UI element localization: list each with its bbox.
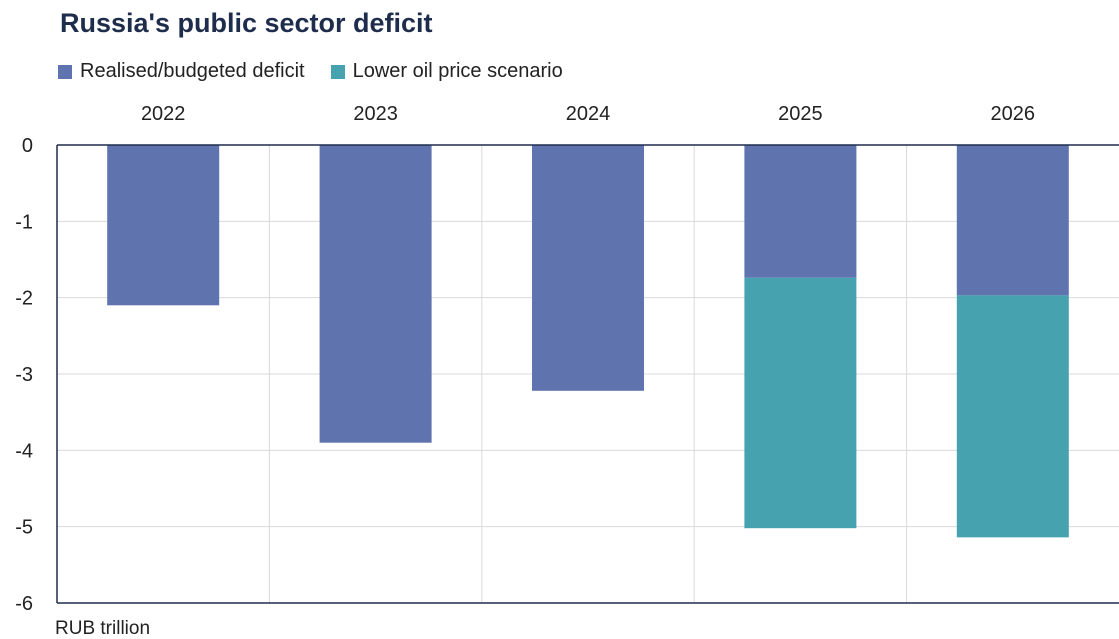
y-tick-label: -3	[15, 364, 33, 386]
axes: 0 -1 -2 -3 -4 -5 -6 2022 2023 2024 2025 2026	[15, 103, 1119, 615]
bar-lower-oil-2026	[956, 295, 1069, 538]
y-tick-label: -6	[15, 593, 33, 615]
x-tick-label: 2022	[141, 103, 186, 125]
y-tick-label: -2	[15, 288, 33, 310]
y-tick-label: 0	[22, 135, 33, 157]
bar-realised-2024	[532, 145, 644, 391]
bar-realised-2026	[956, 145, 1069, 296]
bar-realised-2023	[319, 145, 432, 443]
unit-label: RUB trillion	[55, 618, 150, 639]
legend-swatch-realised	[58, 64, 72, 79]
x-tick-label: 2026	[991, 103, 1036, 125]
chart-legend: Realised/budgeted deficit Lower oil pric…	[58, 60, 589, 83]
x-tick-label: 2024	[566, 103, 611, 125]
bar-realised-2025	[744, 145, 857, 278]
bar-realised-2022	[107, 145, 220, 306]
legend-swatch-lower-oil	[330, 64, 345, 79]
y-tick-label: -5	[15, 517, 33, 539]
legend-item-lower-oil: Lower oil price scenario	[330, 60, 563, 83]
x-tick-label: 2023	[353, 103, 398, 125]
chart-title: Russia's public sector deficit	[60, 8, 433, 38]
y-tick-label: -1	[15, 211, 33, 233]
legend-label-lower-oil: Lower oil price scenario	[352, 60, 563, 82]
x-tick-label: 2025	[778, 103, 823, 125]
y-tick-label: -4	[15, 440, 33, 462]
legend-item-realised: Realised/budgeted deficit	[58, 60, 305, 83]
legend-label-realised: Realised/budgeted deficit	[80, 60, 305, 82]
bars	[107, 145, 1069, 538]
bar-lower-oil-2025	[744, 277, 857, 529]
